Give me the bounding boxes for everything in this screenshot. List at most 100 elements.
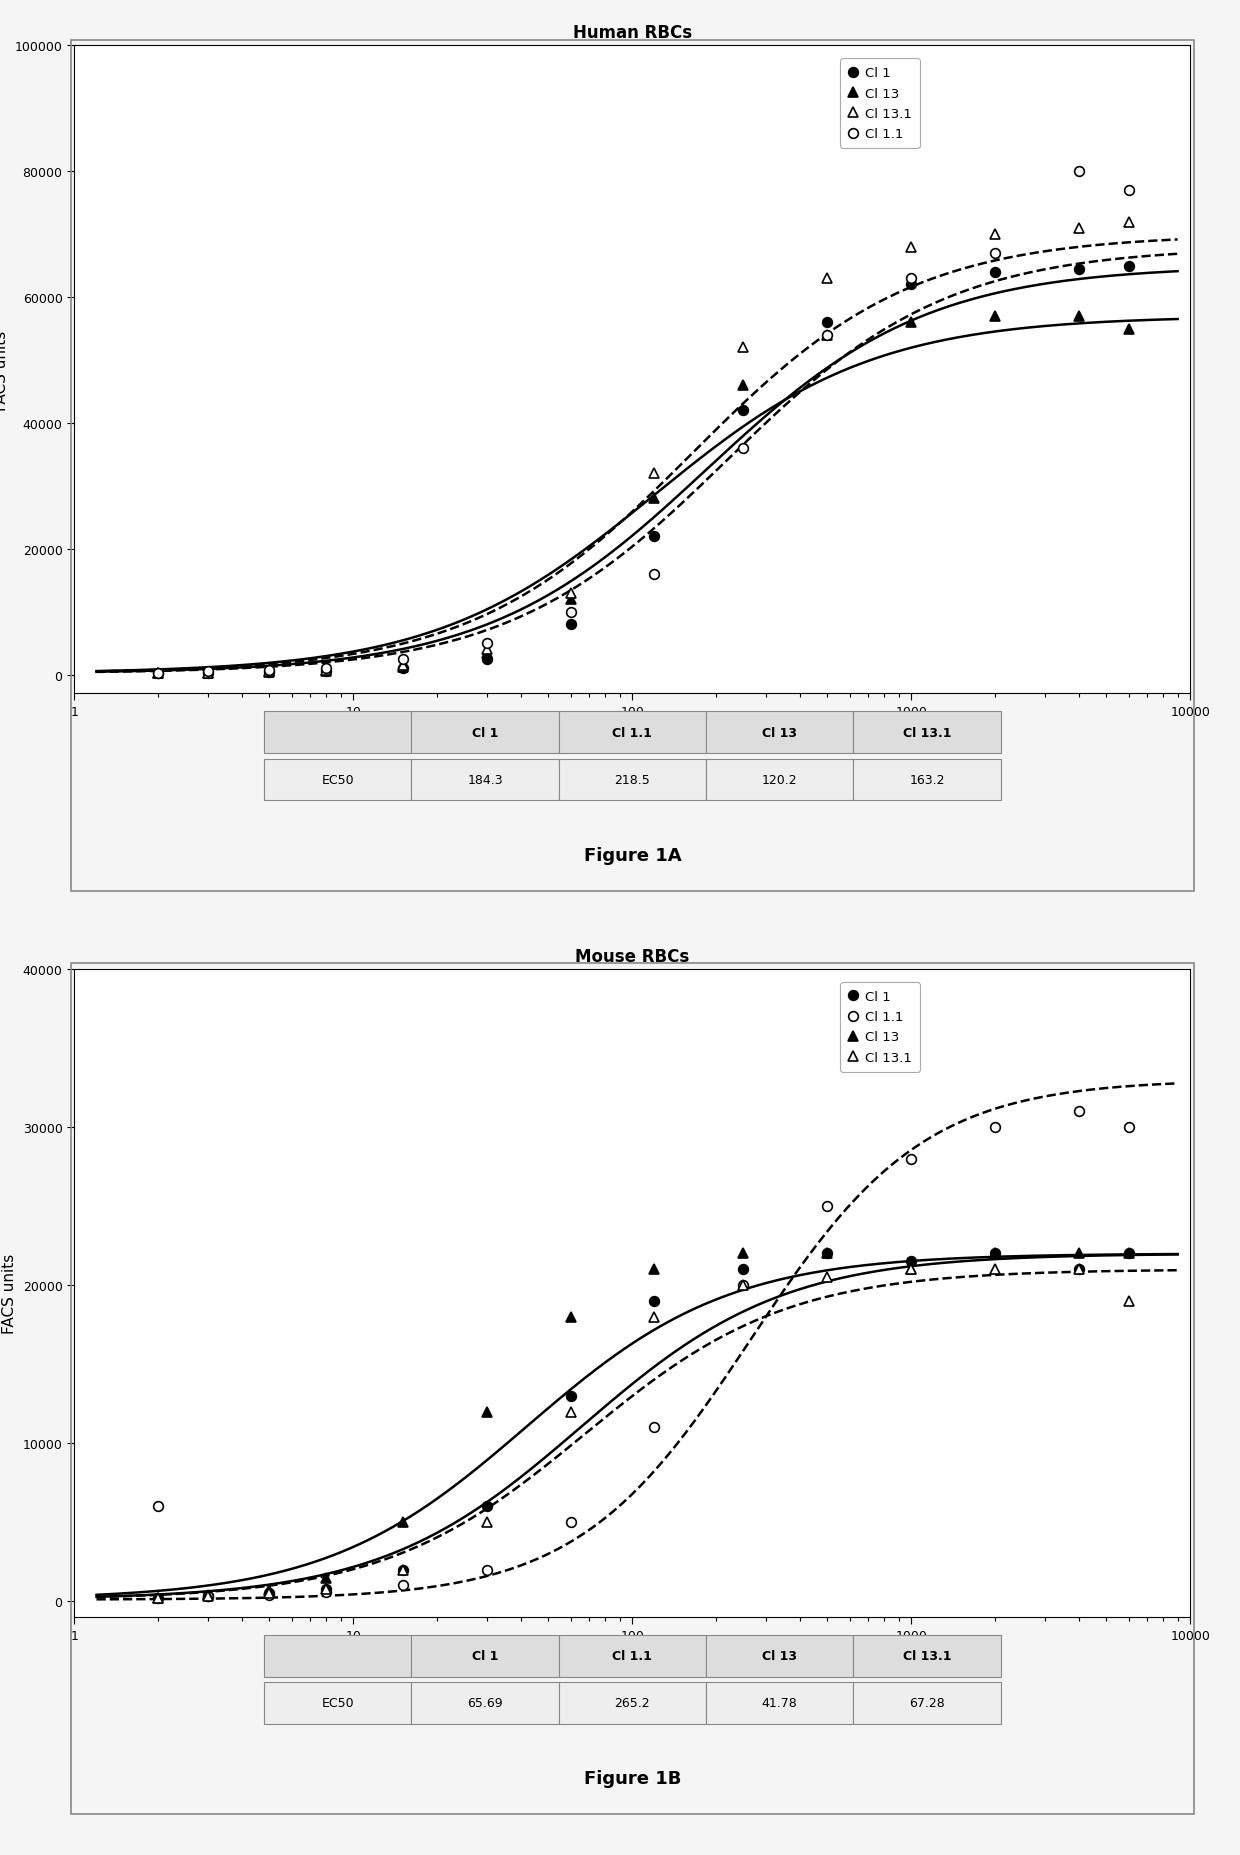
Cl 1 [396,659,410,681]
Cl 13.1 [737,1274,751,1297]
Text: Figure 1B: Figure 1B [584,1770,681,1788]
Title: Mouse RBCs: Mouse RBCs [575,948,689,965]
Cl 13 [904,312,919,334]
Cl 13.1 [563,582,578,605]
Y-axis label: FACS units: FACS units [2,1254,17,1334]
Cl 13.1 [262,660,277,683]
Cl 1.1 [988,243,1003,265]
Cl 1 [737,1258,751,1280]
Bar [706,1682,853,1723]
Cl 1 [151,662,166,684]
Text: EC50: EC50 [321,1697,355,1710]
Cl 13.1 [820,267,835,289]
Cl 1.1 [1071,1100,1086,1122]
Cl 13 [1121,1243,1136,1265]
Cl 1.1 [904,267,919,289]
Text: 120.2: 120.2 [761,774,797,787]
Cl 13 [647,1258,662,1280]
Bar [412,1682,559,1723]
Cl 13 [988,1243,1003,1265]
Cl 13.1 [820,1267,835,1289]
Bar [853,712,1001,753]
Cl 1 [988,1243,1003,1265]
Text: 65.69: 65.69 [467,1697,503,1710]
Cl 13.1 [151,1588,166,1610]
Cl 1 [262,1582,277,1605]
Cl 13 [904,1258,919,1280]
Cl 13.1 [262,1582,277,1605]
Bar [559,759,706,801]
Cl 1.1 [479,633,494,655]
Cl 1 [1121,1243,1136,1265]
Cl 13.1 [563,1401,578,1423]
Cl 13.1 [151,662,166,684]
Bar [264,1634,412,1677]
Line: Cl 1: Cl 1 [154,1248,1133,1603]
Cl 13 [396,657,410,679]
Cl 13 [647,488,662,510]
Title: Human RBCs: Human RBCs [573,24,692,43]
Cl 13.1 [1121,1289,1136,1311]
X-axis label: ng/ml: ng/ml [610,725,655,740]
Legend: Cl 1, Cl 1.1, Cl 13, Cl 13.1: Cl 1, Cl 1.1, Cl 13, Cl 13.1 [839,983,920,1072]
Cl 1 [647,1289,662,1311]
Cl 13.1 [904,236,919,258]
Text: 163.2: 163.2 [909,774,945,787]
Text: 41.78: 41.78 [761,1697,797,1710]
Bar [559,712,706,753]
Line: Cl 13.1: Cl 13.1 [154,217,1133,679]
Cl 1 [479,649,494,672]
Cl 1.1 [563,1512,578,1534]
Cl 13 [151,1588,166,1610]
Cl 13.1 [647,464,662,486]
Cl 13 [563,588,578,610]
Cl 13 [262,662,277,684]
Cl 1.1 [396,649,410,672]
Text: Cl 13: Cl 13 [763,727,797,740]
Bar [853,1682,1001,1723]
Cl 13.1 [988,224,1003,247]
Cl 13 [820,325,835,347]
Cl 1.1 [1121,1117,1136,1139]
Bar [853,1634,1001,1677]
Cl 1 [820,1243,835,1265]
Cl 13 [200,662,215,684]
Cl 13.1 [396,655,410,677]
Bar [559,1634,706,1677]
Cl 13.1 [200,662,215,684]
Cl 13 [988,306,1003,328]
Cl 13 [479,642,494,664]
Bar [412,712,559,753]
Cl 1.1 [319,659,334,681]
Cl 1.1 [319,1580,334,1603]
Cl 13 [200,1584,215,1606]
Cl 13.1 [1121,211,1136,234]
Cl 1.1 [647,564,662,586]
Cl 1.1 [200,1586,215,1608]
Bar [412,1634,559,1677]
Text: Cl 13.1: Cl 13.1 [903,727,951,740]
Cl 13 [396,1512,410,1534]
Cl 13 [319,660,334,683]
Y-axis label: FACS units: FACS units [0,330,9,410]
Cl 1 [1071,258,1086,280]
Cl 1 [904,1250,919,1273]
Bar [706,712,853,753]
Cl 13 [1121,319,1136,341]
Line: Cl 13.1: Cl 13.1 [154,1265,1133,1603]
Cl 1 [563,1386,578,1408]
Cl 1.1 [479,1558,494,1580]
Text: Cl 13: Cl 13 [763,1649,797,1662]
Cl 1.1 [262,1584,277,1606]
Cl 13.1 [647,1306,662,1328]
Cl 1.1 [151,662,166,684]
Cl 1 [647,525,662,547]
Cl 13 [1071,306,1086,328]
Cl 1.1 [820,325,835,347]
Bar [264,712,412,753]
Cl 1 [319,660,334,683]
Bar [264,759,412,801]
Cl 13.1 [479,1512,494,1534]
Text: EC50: EC50 [321,774,355,787]
Cl 13.1 [319,1577,334,1599]
